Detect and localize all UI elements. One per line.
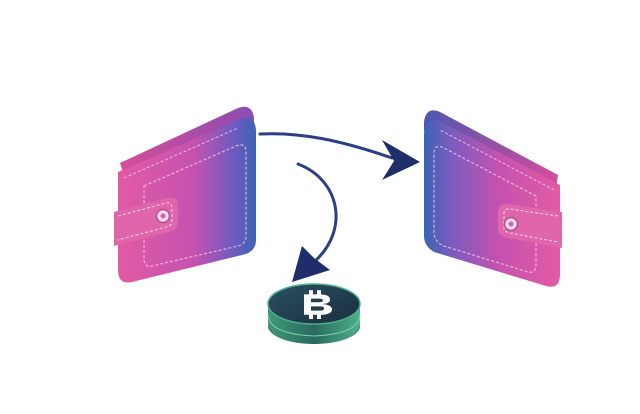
transfer-arrow-head bbox=[382, 140, 420, 180]
fee-arrow-line bbox=[296, 162, 338, 264]
arrow-right-icon bbox=[258, 132, 420, 180]
right-wallet-stitch bbox=[439, 129, 555, 191]
right-wallet-snap-center bbox=[508, 221, 514, 227]
right-wallet-icon bbox=[424, 110, 562, 287]
bitcoin-symbol bbox=[304, 290, 332, 319]
left-wallet-strap-stitch bbox=[117, 202, 173, 241]
left-wallet-snap-center bbox=[160, 213, 166, 219]
left-wallet-body bbox=[118, 118, 256, 283]
right-wallet-body bbox=[424, 119, 560, 287]
transfer-arrow-line bbox=[258, 132, 394, 160]
right-wallet-panel bbox=[433, 145, 537, 273]
left-wallet-panel bbox=[143, 144, 247, 267]
bitcoin-coin-icon bbox=[267, 283, 361, 344]
arrow-down-icon bbox=[292, 162, 338, 282]
fee-arrow-head bbox=[292, 246, 330, 282]
coin-side-line bbox=[267, 313, 361, 337]
left-wallet-icon bbox=[114, 106, 256, 283]
left-wallet-stitch bbox=[123, 127, 239, 179]
right-wallet-strap bbox=[498, 203, 562, 248]
right-wallet-strap-stitch bbox=[503, 208, 559, 243]
